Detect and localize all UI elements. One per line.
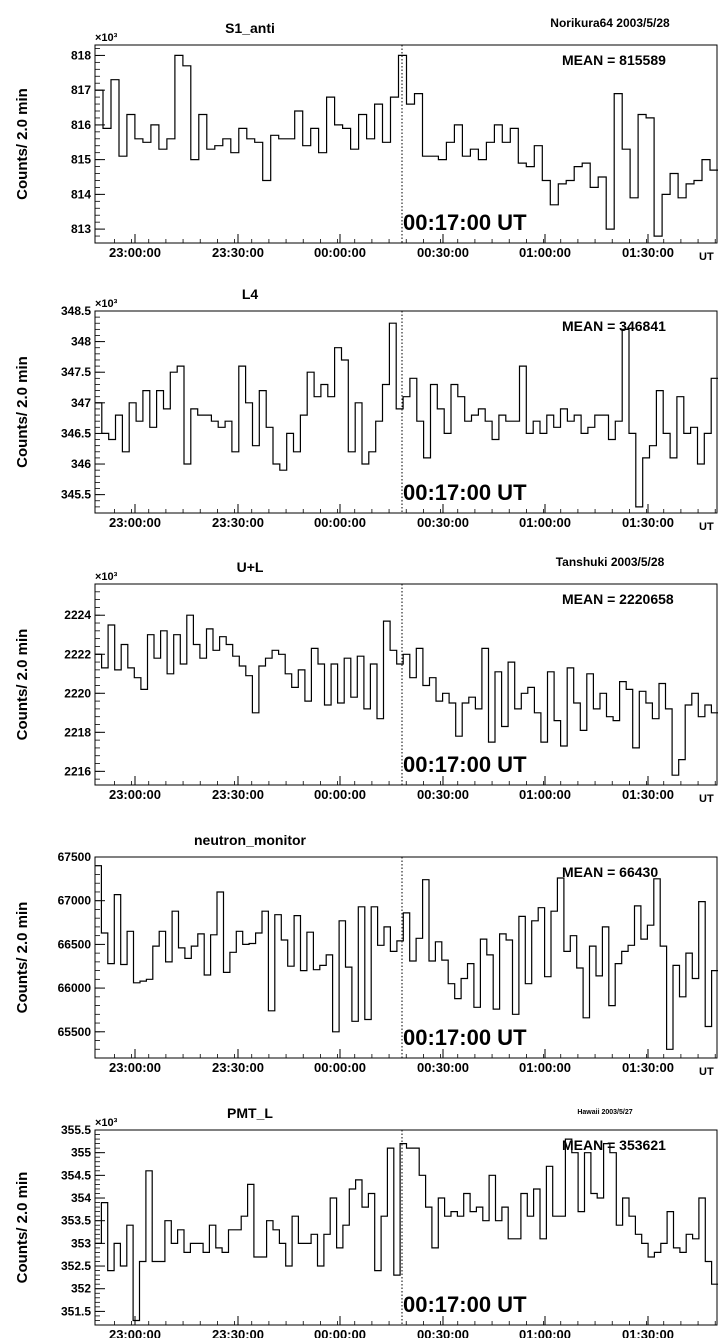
y-tick-label: 352.5 xyxy=(61,1259,91,1273)
y-tick-label: 66000 xyxy=(58,981,92,995)
y-axis-label: Counts/ 2.0 min xyxy=(14,629,31,741)
y-tick-label: 347 xyxy=(71,396,91,410)
series-line xyxy=(95,865,718,1050)
x-tick-label: 01:00:00 xyxy=(519,1060,571,1075)
y-tick-label: 351.5 xyxy=(61,1304,91,1318)
y-tick-label: 813 xyxy=(71,222,91,236)
mean-label: MEAN = 66430 xyxy=(562,864,658,880)
y-tick-label: 353.5 xyxy=(61,1214,91,1228)
y-tick-label: 818 xyxy=(71,48,91,62)
y-tick-label: 348.5 xyxy=(61,304,91,318)
site-label: Norikura64 2003/5/28 xyxy=(550,16,670,30)
x-tick-label: 01:30:00 xyxy=(622,245,674,260)
y-tick-label: 817 xyxy=(71,83,91,97)
y-tick-label: 348 xyxy=(71,335,91,349)
chart-title: U+L xyxy=(237,559,264,575)
y-multiplier: ×10³ xyxy=(95,571,118,583)
x-axis-unit: UT xyxy=(699,251,714,263)
x-tick-label: 00:00:00 xyxy=(314,1327,366,1338)
mean-label: MEAN = 346841 xyxy=(562,318,666,334)
y-tick-label: 354.5 xyxy=(61,1168,91,1182)
y-tick-label: 345.5 xyxy=(61,488,91,502)
series-line xyxy=(95,1138,718,1322)
x-tick-label: 23:30:00 xyxy=(212,515,264,530)
x-tick-label: 23:30:00 xyxy=(212,1060,264,1075)
y-tick-label: 355 xyxy=(71,1146,91,1160)
x-tick-label: 01:00:00 xyxy=(519,787,571,802)
x-tick-label: 00:30:00 xyxy=(417,245,469,260)
x-tick-label: 23:30:00 xyxy=(212,245,264,260)
x-tick-label: 00:30:00 xyxy=(417,1060,469,1075)
x-tick-label: 00:30:00 xyxy=(417,515,469,530)
x-tick-label: 00:00:00 xyxy=(314,515,366,530)
y-tick-label: 814 xyxy=(71,187,91,201)
y-tick-label: 815 xyxy=(71,153,91,167)
x-tick-label: 01:00:00 xyxy=(519,245,571,260)
y-tick-label: 2220 xyxy=(64,686,91,700)
x-tick-label: 01:30:00 xyxy=(622,1060,674,1075)
x-tick-label: 23:00:00 xyxy=(109,1327,161,1338)
y-tick-label: 2224 xyxy=(64,608,91,622)
x-tick-label: 01:30:00 xyxy=(622,787,674,802)
x-tick-label: 23:00:00 xyxy=(109,1060,161,1075)
x-tick-label: 23:30:00 xyxy=(212,1327,264,1338)
y-multiplier: ×10³ xyxy=(95,298,118,310)
y-tick-label: 65500 xyxy=(58,1025,92,1039)
x-axis-unit: UT xyxy=(699,521,714,533)
chart-title: S1_anti xyxy=(225,20,275,36)
x-tick-label: 23:00:00 xyxy=(109,245,161,260)
x-axis-unit: UT xyxy=(699,1066,714,1078)
y-tick-label: 346 xyxy=(71,457,91,471)
mean-label: MEAN = 815589 xyxy=(562,52,666,68)
x-tick-label: 01:30:00 xyxy=(622,515,674,530)
x-tick-label: 23:00:00 xyxy=(109,515,161,530)
mean-label: MEAN = 353621 xyxy=(562,1137,666,1153)
x-tick-label: 00:00:00 xyxy=(314,245,366,260)
y-tick-label: 346.5 xyxy=(61,426,91,440)
x-tick-label: 01:00:00 xyxy=(519,1327,571,1338)
x-tick-label: 00:00:00 xyxy=(314,787,366,802)
site-label: Hawaii 2003/5/27 xyxy=(577,1109,632,1116)
y-axis-label: Counts/ 2.0 min xyxy=(14,902,31,1014)
x-tick-label: 01:30:00 xyxy=(622,1327,674,1338)
y-tick-label: 347.5 xyxy=(61,365,91,379)
x-tick-label: 00:30:00 xyxy=(417,787,469,802)
y-tick-label: 2222 xyxy=(64,647,91,661)
series-line xyxy=(95,614,718,776)
mean-label: MEAN = 2220658 xyxy=(562,591,674,607)
x-tick-label: 00:30:00 xyxy=(417,1327,469,1338)
y-tick-label: 2218 xyxy=(64,725,91,739)
x-tick-label: 23:30:00 xyxy=(212,787,264,802)
y-tick-label: 355.5 xyxy=(61,1123,91,1137)
marker-label: 00:17:00 UT xyxy=(403,1025,527,1050)
y-axis-label: Counts/ 2.0 min xyxy=(14,88,31,200)
y-tick-label: 2216 xyxy=(64,764,91,778)
y-tick-label: 352 xyxy=(71,1282,91,1296)
site-label: Tanshuki 2003/5/28 xyxy=(556,555,665,569)
y-tick-label: 66500 xyxy=(58,937,92,951)
series-line xyxy=(95,54,718,237)
y-tick-label: 354 xyxy=(71,1191,91,1205)
marker-label: 00:17:00 UT xyxy=(403,1292,527,1317)
marker-label: 00:17:00 UT xyxy=(403,210,527,235)
y-multiplier: ×10³ xyxy=(95,1117,118,1129)
x-axis-unit: UT xyxy=(699,793,714,805)
x-tick-label: 01:00:00 xyxy=(519,515,571,530)
chart-title: neutron_monitor xyxy=(194,832,307,848)
y-tick-label: 67000 xyxy=(58,894,92,908)
y-tick-label: 67500 xyxy=(58,850,92,864)
marker-label: 00:17:00 UT xyxy=(403,480,527,505)
y-multiplier: ×10³ xyxy=(95,32,118,44)
marker-label: 00:17:00 UT xyxy=(403,752,527,777)
chart-title: PMT_L xyxy=(227,1105,273,1121)
x-tick-label: 23:00:00 xyxy=(109,787,161,802)
y-tick-label: 353 xyxy=(71,1236,91,1250)
chart-title: L4 xyxy=(242,286,259,302)
x-tick-label: 00:00:00 xyxy=(314,1060,366,1075)
y-axis-label: Counts/ 2.0 min xyxy=(14,1172,31,1284)
y-tick-label: 816 xyxy=(71,118,91,132)
y-axis-label: Counts/ 2.0 min xyxy=(14,356,31,468)
series-line xyxy=(95,322,718,508)
